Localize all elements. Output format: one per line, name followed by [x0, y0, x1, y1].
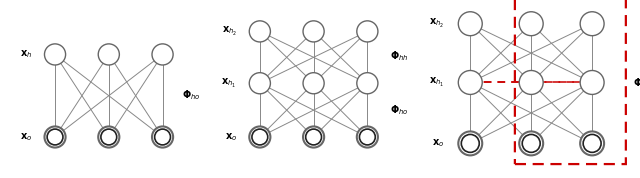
Circle shape [461, 134, 479, 152]
Circle shape [99, 44, 120, 65]
Text: $\mathbf{x}_{h_2}$: $\mathbf{x}_{h_2}$ [429, 17, 444, 30]
Text: $\mathbf{x}_{h_2}$: $\mathbf{x}_{h_2}$ [221, 25, 237, 38]
Circle shape [250, 126, 271, 148]
Circle shape [47, 129, 63, 145]
Circle shape [519, 12, 543, 36]
Circle shape [580, 131, 604, 155]
Text: $\mathbf{x}_{o}$: $\mathbf{x}_{o}$ [20, 131, 32, 143]
Circle shape [458, 131, 483, 155]
Circle shape [155, 129, 170, 145]
Text: $\mathbf{\Phi}_{hh}$: $\mathbf{\Phi}_{hh}$ [390, 49, 409, 63]
Circle shape [583, 134, 601, 152]
Circle shape [152, 44, 173, 65]
Circle shape [303, 73, 324, 94]
Circle shape [357, 21, 378, 42]
Text: $\mathbf{x}_{h_1}$: $\mathbf{x}_{h_1}$ [221, 77, 237, 90]
Circle shape [458, 70, 483, 95]
Circle shape [99, 126, 120, 148]
Text: $\mathbf{x}_{o}$: $\mathbf{x}_{o}$ [432, 137, 444, 149]
Circle shape [522, 134, 540, 152]
Circle shape [303, 126, 324, 148]
Circle shape [306, 129, 321, 145]
Circle shape [250, 73, 271, 94]
Text: $\mathbf{x}_{h_1}$: $\mathbf{x}_{h_1}$ [429, 76, 444, 89]
Circle shape [45, 126, 66, 148]
Text: $\mathbf{x}_{h}$: $\mathbf{x}_{h}$ [20, 49, 32, 60]
Title: Restricted Boltzmann
machine: Restricted Boltzmann machine [45, 0, 172, 1]
Circle shape [458, 12, 483, 36]
Circle shape [580, 12, 604, 36]
Text: $\mathbf{\Phi}$: $\mathbf{\Phi}$ [634, 77, 640, 88]
Circle shape [580, 70, 604, 95]
Circle shape [45, 44, 66, 65]
Text: $\mathbf{\Phi}_{ho}$: $\mathbf{\Phi}_{ho}$ [182, 88, 200, 102]
Circle shape [252, 129, 268, 145]
Title: Restricted deep Boltzmann
machine: Restricted deep Boltzmann machine [234, 0, 394, 1]
Circle shape [519, 131, 543, 155]
Circle shape [303, 21, 324, 42]
Circle shape [357, 126, 378, 148]
Circle shape [360, 129, 375, 145]
Title: General Boltzmann
machine: General Boltzmann machine [475, 0, 588, 1]
Text: $\mathbf{\Phi}_{ho}$: $\mathbf{\Phi}_{ho}$ [390, 103, 409, 117]
Circle shape [250, 21, 271, 42]
Text: $\mathbf{x}_{o}$: $\mathbf{x}_{o}$ [225, 131, 237, 143]
Circle shape [101, 129, 116, 145]
Circle shape [152, 126, 173, 148]
Circle shape [357, 73, 378, 94]
Circle shape [519, 70, 543, 95]
